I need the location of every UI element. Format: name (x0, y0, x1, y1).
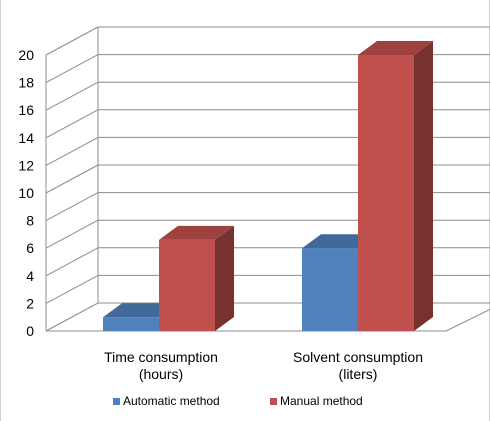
gridline-side (45, 219, 99, 249)
y-tick-label: 18 (18, 75, 34, 91)
y-tick-label: 8 (26, 213, 34, 229)
y-tick-label: 14 (18, 130, 34, 146)
gridline-side (45, 247, 99, 277)
gridline-side (45, 109, 99, 139)
y-tick-label: 6 (26, 240, 34, 256)
y-tick-label: 0 (26, 323, 34, 339)
y-tick-label: 20 (18, 47, 34, 63)
bar-front-face (103, 317, 159, 331)
gridline-side (45, 81, 99, 111)
category-label: (hours) (139, 366, 183, 382)
y-tick-label: 12 (18, 157, 34, 173)
bar-manual-method-2 (358, 41, 433, 331)
bar-top-face (159, 225, 234, 240)
category-label: (liters) (339, 366, 378, 382)
y-tick-label: 4 (26, 268, 34, 284)
bar-side-face (414, 41, 433, 331)
gridline-side (45, 54, 99, 84)
y-axis-ticks: 0 2 4 6 8 10 12 14 16 18 20 (18, 47, 34, 339)
legend-swatch (113, 398, 120, 405)
legend-swatch (270, 398, 277, 405)
y-tick-label: 10 (18, 185, 34, 201)
floor-right-edge (445, 308, 490, 332)
bar-front-face (302, 248, 358, 331)
gridline-side (45, 302, 99, 332)
legend-label: Automatic method (123, 394, 220, 408)
bar-front-face (159, 239, 215, 331)
category-label: Time consumption (104, 349, 218, 365)
y-tick-label: 16 (18, 102, 34, 118)
gridline-side (45, 192, 99, 222)
x-axis-labels: Time consumption(hours) Solvent consumpti… (104, 349, 423, 382)
gridline-side (45, 136, 99, 166)
gridline-side (45, 164, 99, 194)
gridline-side (45, 26, 99, 56)
bar-side-face (215, 225, 234, 331)
bar-top-face (358, 41, 433, 55)
legend: Automatic method Manual method (113, 394, 363, 408)
bars (103, 41, 433, 331)
category-label: Solvent consumption (293, 349, 423, 365)
legend-label: Manual method (280, 394, 363, 408)
y-tick-label: 2 (26, 295, 34, 311)
bar-manual-method-1 (159, 225, 234, 331)
gridline-side (45, 274, 99, 304)
bar-front-face (358, 55, 414, 331)
